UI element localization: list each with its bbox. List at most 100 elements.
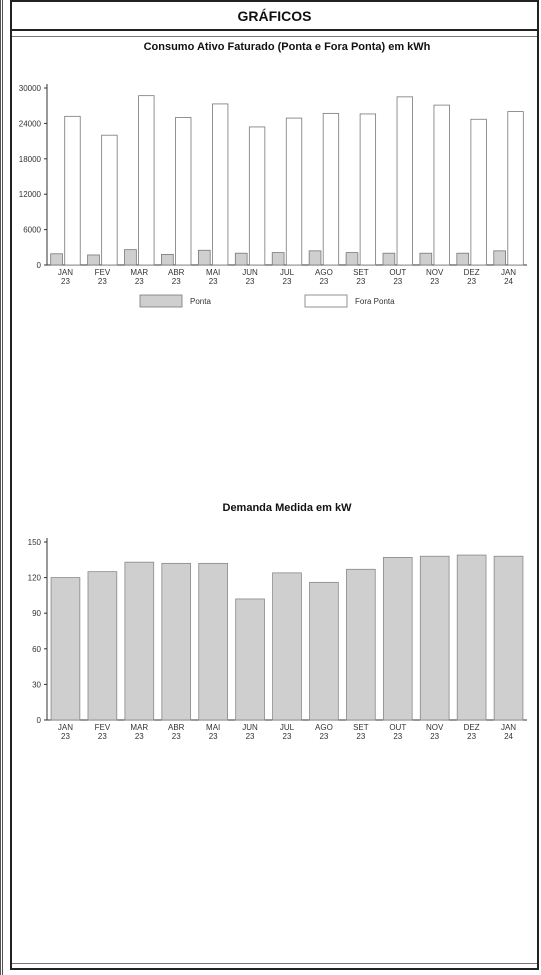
bar-demanda xyxy=(309,581,339,721)
bar-ponta xyxy=(161,253,174,266)
x-tick-label: NOV xyxy=(426,723,444,732)
x-tick-label: JAN xyxy=(501,268,516,277)
x-tick-label: 23 xyxy=(319,277,328,286)
x-tick-label: MAR xyxy=(130,268,148,277)
legend-swatch-fora-ponta xyxy=(304,294,348,308)
x-tick-label: JUL xyxy=(280,268,295,277)
bar-ponta xyxy=(419,252,433,266)
legend-label-ponta: Ponta xyxy=(190,297,211,306)
x-tick-label: 23 xyxy=(283,732,292,741)
y-tick-label: 24000 xyxy=(19,119,42,128)
bar-demanda xyxy=(272,572,302,721)
bar-demanda xyxy=(419,555,450,721)
x-tick-label: FEV xyxy=(95,268,111,277)
bar-ponta xyxy=(234,252,248,266)
bar-ponta xyxy=(197,249,211,266)
bar-fora-ponta xyxy=(248,126,266,266)
bar-fora-ponta xyxy=(285,117,303,266)
x-tick-label: FEV xyxy=(95,723,111,732)
x-tick-label: 23 xyxy=(209,277,218,286)
bar-fora-ponta xyxy=(64,115,81,266)
x-tick-label: NOV xyxy=(426,268,444,277)
x-tick-label: 23 xyxy=(135,732,144,741)
x-tick-label: 23 xyxy=(356,732,365,741)
x-tick-label: JAN xyxy=(58,723,73,732)
header-divider xyxy=(12,36,537,37)
bar-ponta xyxy=(124,249,137,266)
x-tick-label: OUT xyxy=(389,723,406,732)
bar-fora-ponta xyxy=(101,134,118,266)
legend-swatch-ponta xyxy=(139,294,183,308)
x-tick-label: 23 xyxy=(172,732,181,741)
y-tick-label: 12000 xyxy=(19,190,42,199)
y-tick-label: 90 xyxy=(32,609,41,618)
x-tick-label: MAI xyxy=(206,723,220,732)
bar-demanda xyxy=(235,598,265,721)
x-tick-label: 23 xyxy=(393,277,402,286)
y-tick-label: 120 xyxy=(28,574,42,583)
bar-ponta xyxy=(87,254,100,266)
x-tick-label: 23 xyxy=(319,732,328,741)
x-tick-label: DEZ xyxy=(464,268,480,277)
x-tick-label: 23 xyxy=(61,732,70,741)
bar-fora-ponta xyxy=(507,111,524,266)
x-tick-label: AGO xyxy=(315,723,333,732)
bar-ponta xyxy=(271,252,285,266)
x-tick-label: DEZ xyxy=(464,723,480,732)
demand-chart: Demanda Medida em kW0306090120150JAN23FE… xyxy=(28,502,527,741)
x-tick-label: MAI xyxy=(206,268,220,277)
x-tick-label: 23 xyxy=(467,732,476,741)
x-tick-label: 24 xyxy=(504,732,513,741)
left-margin-rule xyxy=(0,0,3,975)
bar-ponta xyxy=(456,252,470,266)
page-title: GRÁFICOS xyxy=(12,2,537,31)
x-tick-label: OUT xyxy=(389,268,406,277)
legend-label-fora-ponta: Fora Ponta xyxy=(355,297,395,306)
bar-fora-ponta xyxy=(175,117,192,266)
x-tick-label: 23 xyxy=(61,277,70,286)
x-tick-label: JUN xyxy=(242,268,258,277)
x-tick-label: SET xyxy=(353,723,369,732)
bar-ponta xyxy=(493,250,506,266)
bar-ponta xyxy=(345,252,359,266)
x-tick-label: AGO xyxy=(315,268,333,277)
bar-demanda xyxy=(198,562,228,721)
x-tick-label: 23 xyxy=(467,277,476,286)
consumption-chart: Consumo Ativo Faturado (Ponta e Fora Pon… xyxy=(19,41,527,308)
bar-demanda xyxy=(50,577,81,721)
x-tick-label: 23 xyxy=(98,732,107,741)
x-tick-label: 24 xyxy=(504,277,513,286)
x-tick-label: 23 xyxy=(393,732,402,741)
x-tick-label: JAN xyxy=(501,723,516,732)
y-tick-label: 150 xyxy=(28,538,42,547)
x-tick-label: JAN xyxy=(58,268,73,277)
bar-demanda xyxy=(493,555,524,721)
x-tick-label: 23 xyxy=(98,277,107,286)
bar-demanda xyxy=(382,557,413,721)
bar-fora-ponta xyxy=(359,113,377,266)
y-tick-label: 6000 xyxy=(23,226,41,235)
x-tick-label: JUL xyxy=(280,723,295,732)
bar-demanda xyxy=(456,554,487,721)
y-tick-label: 60 xyxy=(32,645,41,654)
chart-title: Consumo Ativo Faturado (Ponta e Fora Pon… xyxy=(144,41,431,53)
x-tick-label: 23 xyxy=(430,277,439,286)
bar-demanda xyxy=(346,568,376,721)
charts-panel: GRÁFICOS Consumo Ativo Faturado (Ponta e… xyxy=(10,0,539,970)
bar-fora-ponta xyxy=(322,112,340,266)
x-tick-label: SET xyxy=(353,268,369,277)
y-tick-label: 0 xyxy=(37,261,42,270)
bar-demanda xyxy=(161,562,192,721)
bar-fora-ponta xyxy=(138,95,155,266)
bar-fora-ponta xyxy=(396,96,413,266)
bar-demanda xyxy=(124,561,155,721)
x-tick-label: ABR xyxy=(168,723,185,732)
y-tick-label: 30 xyxy=(32,680,41,689)
y-tick-label: 30000 xyxy=(19,84,42,93)
x-tick-label: 23 xyxy=(356,277,365,286)
bar-fora-ponta xyxy=(212,103,229,266)
x-tick-label: 23 xyxy=(246,277,255,286)
bar-ponta xyxy=(50,253,63,266)
x-tick-label: 23 xyxy=(283,277,292,286)
x-tick-label: 23 xyxy=(430,732,439,741)
